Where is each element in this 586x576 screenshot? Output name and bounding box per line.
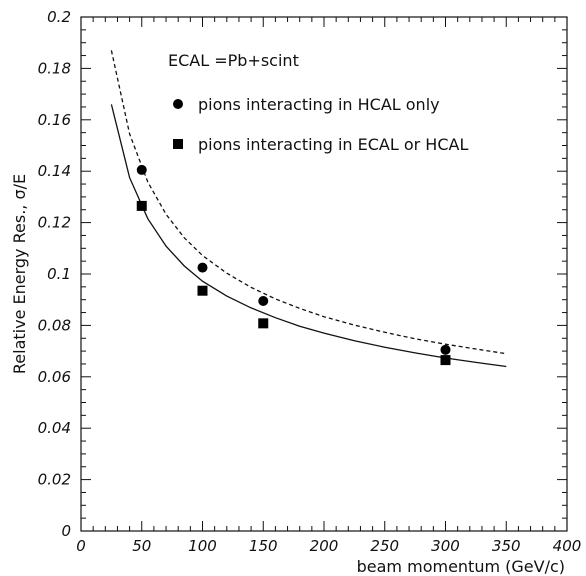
- y-axis-label: Relative Energy Res., σ/E: [10, 174, 29, 374]
- fit-curve-2: [110, 104, 507, 368]
- legend: pions interacting in HCAL only pions int…: [173, 95, 468, 154]
- data-points: [136, 164, 451, 366]
- x-tick-label: 200: [310, 537, 339, 555]
- x-tick-label: 0: [76, 537, 86, 555]
- x-tick-label: 100: [188, 537, 217, 555]
- data-point-circle: [440, 344, 451, 355]
- data-point-square: [440, 355, 451, 366]
- x-tick-label: 400: [553, 537, 582, 555]
- y-tick-label: 0.02: [38, 471, 71, 489]
- tick-labels: 0 50 100 150 200 250 300 350 400 0 0.02 0.04 0.06 0.0…: [38, 8, 582, 555]
- y-tick-label: 0.04: [38, 419, 71, 437]
- ticks: [80, 16, 568, 532]
- y-tick-label: 0.06: [38, 368, 71, 386]
- y-tick-label: 0.2: [47, 8, 71, 26]
- legend-marker-circle: [173, 99, 183, 109]
- x-tick-label: 300: [431, 537, 460, 555]
- data-point-circle: [136, 164, 147, 175]
- data-point-square: [197, 285, 208, 296]
- x-tick-label: 50: [132, 537, 151, 555]
- y-tick-label: 0.16: [38, 111, 71, 129]
- y-tick-label: 0.1: [47, 265, 71, 283]
- fit-curve-1: [110, 50, 507, 355]
- data-point-circle: [197, 262, 208, 273]
- legend-marker-square: [173, 139, 183, 149]
- x-tick-label: 150: [249, 537, 278, 555]
- data-point-square: [136, 200, 147, 211]
- x-tick-label: 350: [492, 537, 521, 555]
- fit-curves: [110, 50, 507, 368]
- y-tick-label: 0.12: [38, 214, 71, 232]
- data-point-circle: [258, 295, 269, 306]
- chart-annotation: ECAL =Pb+scint: [168, 51, 299, 70]
- y-tick-label: 0: [61, 522, 71, 540]
- y-tick-label: 0.08: [38, 316, 71, 334]
- y-tick-label: 0.14: [38, 162, 71, 180]
- legend-label-ecal-or-hcal: pions interacting in ECAL or HCAL: [198, 135, 468, 154]
- y-tick-label: 0.18: [38, 59, 71, 77]
- data-point-square: [258, 318, 269, 329]
- legend-label-hcal-only: pions interacting in HCAL only: [198, 95, 440, 114]
- x-tick-label: 250: [370, 537, 399, 555]
- x-axis-label: beam momentum (GeV/c): [357, 557, 565, 576]
